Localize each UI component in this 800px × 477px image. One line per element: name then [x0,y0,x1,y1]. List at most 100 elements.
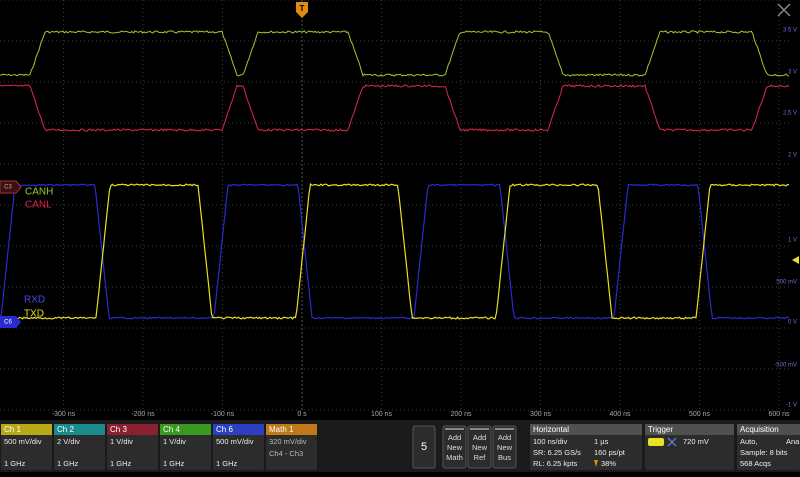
math-name: Math 1 [269,425,294,434]
channel-panel[interactable] [160,424,211,470]
time-label: -200 ns [131,411,155,418]
math-expression: Ch4 - Ch3 [269,449,303,458]
channel-bandwidth: 1 GHz [216,459,238,468]
acquisition-header [737,424,800,435]
waveform-trace [0,84,790,132]
trigger-level: 720 mV [683,437,709,446]
waveforms [0,30,790,320]
voltage-label: -1 V [786,403,797,409]
channel-marker [0,316,21,328]
trigger-slope-icon [667,437,677,447]
acquisition-sample: Sample: 8 bits [740,448,788,457]
trigger-level-arrow [792,256,799,264]
time-label: 0 s [297,411,307,418]
waveform-label: RXD [24,295,45,306]
trigger-header [645,424,734,435]
add-button-label: Add [473,433,486,442]
channel-header [160,424,211,435]
channel-panel[interactable] [1,424,52,470]
add-button[interactable] [467,425,492,469]
add-button-label: Ref [474,453,487,462]
channel-marker [0,180,22,194]
trigger-marker [296,2,308,18]
grid [0,0,790,411]
channel-scale: 1 V/div [110,437,133,446]
add-button-label: New [447,443,463,452]
waveform-label: TXD [24,309,44,320]
channel-header [213,424,264,435]
add-button-label: Bus [498,453,511,462]
channel-header [107,424,158,435]
zoom-button-label: 5 [421,441,427,453]
voltage-label: 0 V [788,320,797,326]
channel-name: Ch 2 [57,425,74,434]
channel-marker-label: C6 [4,320,12,326]
horizontal-panel[interactable] [530,424,642,470]
add-button-label: New [472,443,488,452]
channel-scale: 2 V/div [57,437,80,446]
add-button-label: Add [498,433,511,442]
add-button-label: Add [448,433,461,442]
channel-bandwidth: 1 GHz [110,459,132,468]
acquisition-title: Acquisition [740,425,779,434]
channel-bandwidth: 1 GHz [57,459,79,468]
horizontal-header [530,424,642,435]
trigger-source-icon [648,438,664,446]
channel-name: Ch 4 [163,425,180,434]
hw-icon [777,3,791,17]
channel-bandwidth: 1 GHz [163,459,185,468]
acquisition-mode-cut: Ana [786,437,800,446]
acquisition-panel[interactable] [737,424,800,470]
voltage-label: 3 V [788,70,797,76]
add-button-stripe [470,428,489,430]
waveform-trace [0,183,790,320]
voltage-label: 3.5 V [783,28,797,34]
add-button-label: Math [446,453,463,462]
waveform-label: CANL [25,200,52,211]
horizontal-record-length: RL: 6.25 kpts [533,459,577,468]
add-button[interactable] [442,425,467,469]
horizontal-resolution: 160 ps/pt [594,448,626,457]
add-button[interactable] [492,425,517,469]
labels: -300 ns -200 ns -100 ns 0 s 100 ns 200 ns 300 … [0,2,799,418]
voltage-label: 2.5 V [783,111,797,117]
horizontal-position: 38% [601,459,616,468]
channel-panel[interactable] [107,424,158,470]
channel-scale: 500 mV/div [4,437,42,446]
zoom-button[interactable] [412,425,436,469]
math-panel[interactable] [266,424,317,470]
channel-name: Ch 1 [4,425,21,434]
horizontal-scale: 100 ns/div [533,437,567,446]
channel-scale: 500 mV/div [216,437,254,446]
channel-scale: 1 V/div [163,437,186,446]
channel-panel[interactable] [54,424,105,470]
time-label: 300 ns [530,411,552,418]
channel-bandwidth: 1 GHz [4,459,26,468]
voltage-label: 1 V [788,238,797,244]
time-label: 100 ns [371,411,393,418]
horizontal-record: 1 µs [594,437,609,446]
math-scale: 320 mV/div [269,437,307,446]
trigger-marker-label: T [300,4,305,13]
channel-panel[interactable] [213,424,264,470]
channel-name: Ch 6 [216,425,233,434]
trigger-title: Trigger [648,425,673,434]
channel-header [54,424,105,435]
waveform-trace [0,30,790,77]
channel-name: Ch 3 [110,425,127,434]
math-header [266,424,317,435]
time-label: 600 ns [768,411,790,418]
time-label: -300 ns [52,411,76,418]
add-button-label: New [497,443,513,452]
channel-marker-label: C3 [4,185,12,191]
voltage-label: 2 V [788,153,797,159]
waveform-label: CANH [25,187,53,198]
voltage-label: 500 mV [776,280,797,286]
position-icon [594,460,598,467]
trigger-panel[interactable] [645,424,734,470]
waveform-trace [0,183,790,320]
time-label: 400 ns [609,411,631,418]
add-button-stripe [445,428,464,430]
